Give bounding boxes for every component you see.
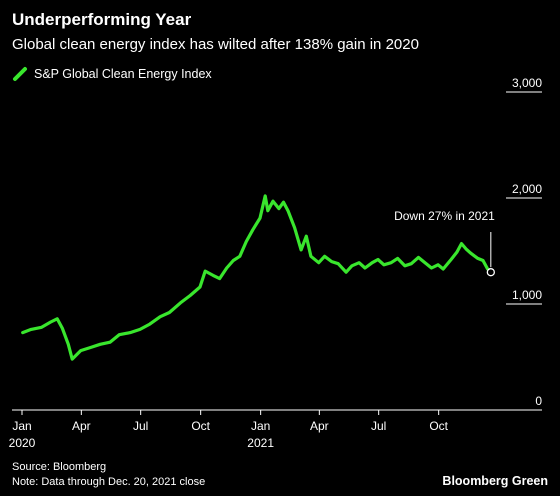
source-text: Source: Bloomberg	[12, 461, 107, 473]
x-tick-label: Apr	[310, 419, 329, 433]
legend-swatch	[13, 67, 27, 81]
brand-logo: Bloomberg Green	[442, 474, 548, 488]
y-tick-label: 3,000	[512, 76, 542, 90]
annotation: Down 27% in 2021	[394, 209, 495, 277]
y-tick-label: 0	[535, 394, 542, 408]
y-axis: 0 1,000 2,000 3,000	[506, 76, 542, 408]
x-tick-year: 2021	[247, 436, 274, 450]
x-tick-label: Jul	[371, 419, 386, 433]
chart-title: Underperforming Year	[12, 10, 192, 29]
annotation-marker	[486, 268, 495, 277]
x-tick-label: Oct	[191, 419, 210, 433]
x-axis: Jan 2020 Apr Jul Oct Jan 2021 Apr Jul Oct	[9, 409, 542, 450]
chart-subtitle: Global clean energy index has wilted aft…	[12, 36, 419, 53]
data-note: Note: Data through Dec. 20, 2021 close	[12, 476, 206, 488]
y-tick-label: 2,000	[512, 182, 542, 196]
legend: S&P Global Clean Energy Index	[12, 66, 212, 82]
x-tick-label: Apr	[72, 419, 91, 433]
annotation-label: Down 27% in 2021	[394, 209, 495, 223]
y-tick-label: 1,000	[512, 288, 542, 302]
x-tick-label: Oct	[429, 419, 448, 433]
x-tick-label: Jan	[251, 419, 270, 433]
x-tick-year: 2020	[9, 436, 36, 450]
source-note: Source: Bloomberg Note: Data through Dec…	[12, 460, 205, 490]
legend-label: S&P Global Clean Energy Index	[34, 67, 212, 81]
x-tick-label: Jan	[12, 419, 31, 433]
x-tick-label: Jul	[133, 419, 148, 433]
series-layer	[21, 194, 493, 361]
series-line	[21, 194, 493, 361]
